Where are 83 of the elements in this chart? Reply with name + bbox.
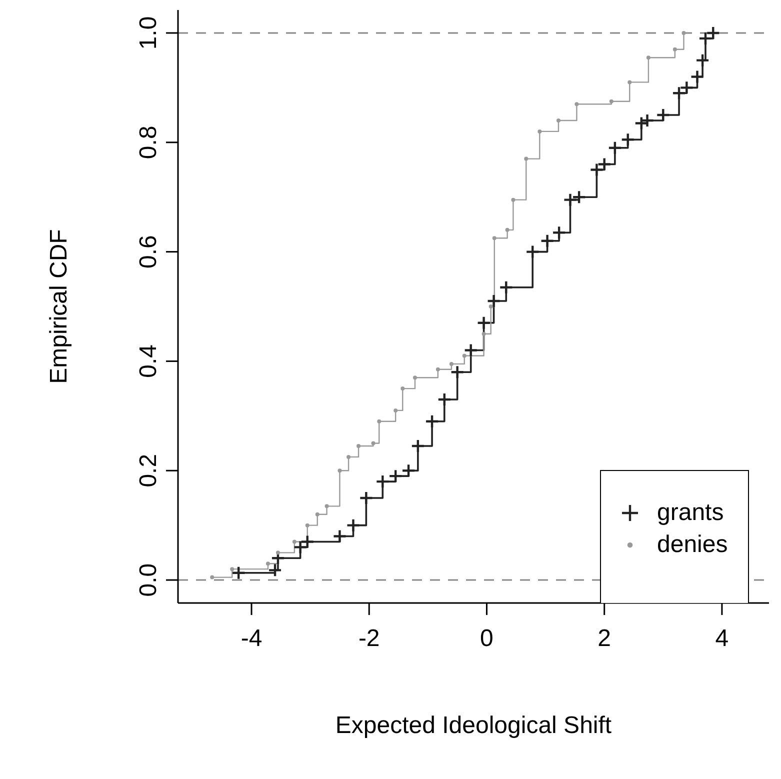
- point: [276, 550, 280, 555]
- point: [377, 419, 382, 424]
- point: [488, 304, 493, 308]
- point: [332, 529, 347, 544]
- x-tick-label: 4: [715, 625, 729, 652]
- point: [597, 157, 612, 172]
- legend-label: grants: [657, 499, 724, 527]
- point: [266, 562, 270, 566]
- point: [572, 190, 586, 204]
- point: [482, 332, 486, 336]
- point: [680, 80, 694, 95]
- point: [505, 228, 510, 232]
- y-tick-label: 0.2: [135, 454, 162, 488]
- point: [672, 86, 686, 100]
- point: [499, 280, 514, 294]
- point: [449, 362, 454, 366]
- point: [511, 198, 516, 202]
- point: [305, 523, 310, 528]
- point: [231, 566, 246, 580]
- x-axis-title: Expected Ideological Shift: [335, 712, 612, 739]
- point: [590, 162, 604, 177]
- point: [656, 108, 670, 122]
- y-tick-label: 0.0: [135, 563, 162, 597]
- point: [486, 294, 501, 308]
- point: [371, 441, 376, 446]
- point: [210, 575, 214, 580]
- x-tick-label: -4: [240, 625, 262, 652]
- point: [556, 118, 560, 123]
- point: [346, 518, 360, 532]
- legend-label: denies: [657, 531, 728, 559]
- point: [436, 367, 440, 372]
- point: [293, 540, 308, 554]
- point: [230, 567, 234, 572]
- point: [324, 504, 329, 508]
- point: [538, 129, 542, 134]
- point: [400, 386, 405, 391]
- point: [609, 99, 614, 104]
- x-tick-label: -2: [358, 625, 380, 652]
- point: [690, 70, 704, 84]
- point: [552, 226, 566, 240]
- point: [424, 414, 440, 428]
- point: [646, 56, 650, 60]
- point: [315, 512, 320, 516]
- point: [359, 490, 374, 506]
- point: [524, 156, 528, 161]
- point: [462, 354, 466, 358]
- point: [388, 468, 403, 484]
- point: [526, 244, 540, 259]
- point: [394, 408, 398, 412]
- point: [464, 343, 478, 358]
- y-tick-label: 1.0: [135, 16, 162, 50]
- point: [437, 392, 452, 407]
- point: [672, 47, 677, 52]
- point: [410, 438, 426, 454]
- y-tick-label: 0.6: [135, 235, 162, 268]
- point: [412, 376, 417, 380]
- point: [492, 236, 496, 240]
- point: [620, 132, 635, 147]
- point: [574, 102, 579, 106]
- point: [698, 31, 713, 46]
- point: [563, 192, 578, 207]
- point: [292, 540, 296, 544]
- point: [682, 30, 686, 35]
- y-tick-label: 0.4: [135, 344, 162, 378]
- point: [628, 80, 632, 84]
- point: [540, 234, 554, 248]
- x-tick-label: 2: [598, 625, 612, 652]
- point: [695, 53, 710, 68]
- point: [356, 444, 361, 448]
- y-axis-title: Empirical CDF: [46, 229, 73, 384]
- point: [346, 454, 351, 459]
- y-tick-label: 0.8: [135, 126, 162, 160]
- point: [268, 563, 282, 578]
- point: [450, 365, 464, 380]
- point: [706, 26, 720, 40]
- point: [300, 534, 314, 549]
- point: [376, 474, 390, 489]
- point: [338, 468, 342, 473]
- point: [608, 140, 622, 155]
- x-tick-label: 0: [480, 625, 494, 652]
- point: [476, 316, 491, 330]
- point: [634, 116, 648, 130]
- point: [401, 464, 416, 478]
